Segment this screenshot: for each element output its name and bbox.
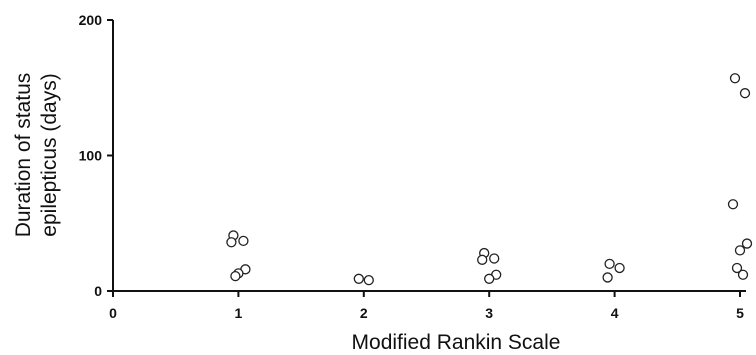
data-point — [484, 273, 495, 284]
data-point — [226, 237, 237, 248]
data-point — [734, 245, 746, 256]
tick-labels: 0 1 2 3 4 5 0 100 200 — [79, 12, 744, 321]
x-tick-label-0: 0 — [109, 305, 117, 321]
data-point — [230, 270, 241, 282]
data-point — [477, 254, 488, 265]
data-point — [602, 272, 613, 283]
data-point — [363, 275, 374, 286]
data-point — [727, 199, 739, 210]
data-point — [741, 238, 753, 249]
data-point — [238, 235, 249, 247]
data-point — [731, 262, 743, 274]
y-tick-label-100: 100 — [79, 148, 103, 164]
y-tick-label-200: 200 — [79, 12, 103, 28]
data-point — [604, 258, 615, 270]
data-point — [739, 88, 751, 99]
y-tick-label-0: 0 — [94, 283, 102, 299]
axes — [112, 20, 746, 292]
x-axis-title: Modified Rankin Scale — [352, 331, 561, 354]
x-tick-label-2: 2 — [360, 305, 368, 321]
x-tick-label-4: 4 — [611, 305, 619, 321]
x-tick-label-3: 3 — [485, 305, 493, 321]
data-point — [489, 253, 500, 264]
data-point — [353, 273, 364, 284]
y-axis-title-line-2: epilepticus (days) — [38, 73, 61, 236]
y-axis-title-line-1: Duration of status — [12, 73, 35, 238]
x-tick-label-1: 1 — [235, 305, 243, 321]
data-point — [737, 269, 749, 280]
tick-marks — [107, 19, 741, 297]
x-tick-label-5: 5 — [736, 305, 744, 321]
data-point — [614, 262, 625, 274]
data-point — [729, 73, 741, 84]
data-points — [226, 73, 753, 286]
